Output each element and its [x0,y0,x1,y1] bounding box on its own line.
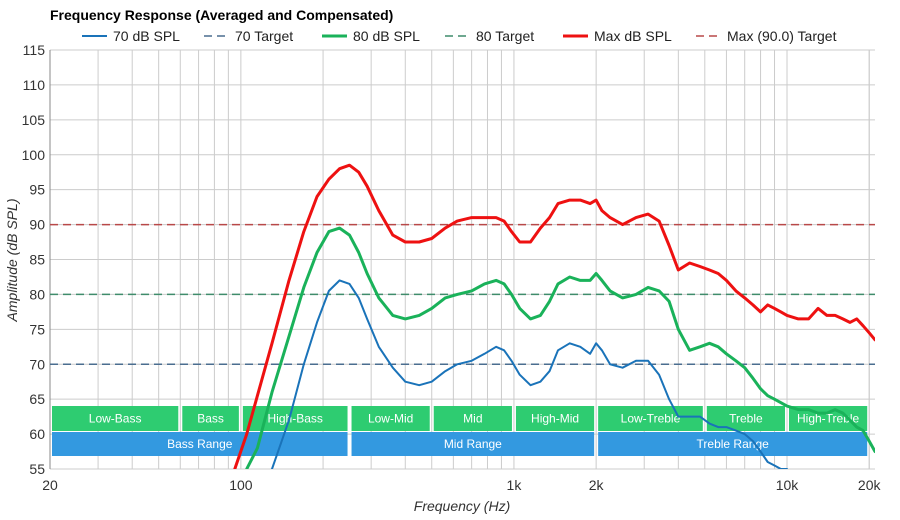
y-tick-label: 85 [29,252,45,268]
legend-label-70-db-spl: 70 dB SPL [113,28,180,44]
legend-label-70-target: 70 Target [235,28,293,44]
chart-title: Frequency Response (Averaged and Compens… [50,7,393,23]
legend-label-80-target: 80 Target [476,28,534,44]
range-band-label: Bass Range [167,437,233,451]
x-axis-label: Frequency (Hz) [414,498,510,514]
range-band-treble-range [598,432,868,456]
band-mid [433,406,512,431]
y-tick-label: 105 [22,112,46,128]
grid [49,49,875,470]
legend-label-80-db-spl: 80 dB SPL [353,28,420,44]
x-tick-label: 20 [42,477,58,493]
range-band-mid-range [351,432,595,456]
y-tick-label: 90 [29,217,45,233]
legend: 70 dB SPL 70 Target 80 dB SPL 80 Target Max … [82,28,837,44]
x-tick-label: 100 [229,477,253,493]
y-axis-label: Amplitude (dB SPL) [4,199,20,323]
range-band-label: Mid Range [444,437,502,451]
band-high-bass [242,406,348,431]
band-label: Treble [729,412,763,426]
band-label: Low-Treble [621,412,681,426]
y-axis-ticks: 55 60 65 70 75 80 85 90 95 100 105 110 115 [22,42,46,477]
y-tick-label: 70 [29,356,45,372]
x-tick-label: 2k [589,477,605,493]
y-tick-label: 95 [29,182,45,198]
y-tick-label: 100 [22,147,46,163]
x-axis-ticks: 20 100 1k 2k 10k 20k [42,477,881,493]
band-label: Bass [197,412,224,426]
band-low-bass [52,406,179,431]
band-label: High-Bass [268,412,323,426]
band-label: High-Mid [531,412,579,426]
y-tick-label: 60 [29,426,45,442]
band-label: Mid [463,412,482,426]
y-tick-label: 55 [29,461,45,477]
band-high-mid [515,406,595,431]
y-tick-label: 80 [29,286,45,302]
y-tick-label: 115 [23,42,46,58]
y-tick-label: 65 [29,391,45,407]
y-tick-label: 110 [23,77,46,93]
legend-label-max-90-0-target: Max (90.0) Target [727,28,837,44]
x-tick-label: 20k [858,477,882,493]
series-lines [50,163,875,469]
band-low-mid [351,406,430,431]
band-bass [182,406,239,431]
series-line-70-db-spl [270,279,788,469]
band-label: Low-Bass [89,412,142,426]
series-line-max-db-spl [233,163,875,469]
range-band-bass-range [52,432,348,456]
band-label: Low-Mid [368,412,413,426]
y-tick-label: 75 [29,321,45,337]
series-line-80-db-spl [245,226,875,469]
frequency-bands: Low-Bass Bass High-Bass Low-Mid Mid High-Mid L… [52,406,868,456]
x-tick-label: 10k [776,477,800,493]
legend-label-max-db-spl: Max dB SPL [594,28,672,44]
band-low-treble [598,406,703,431]
x-tick-label: 1k [507,477,523,493]
